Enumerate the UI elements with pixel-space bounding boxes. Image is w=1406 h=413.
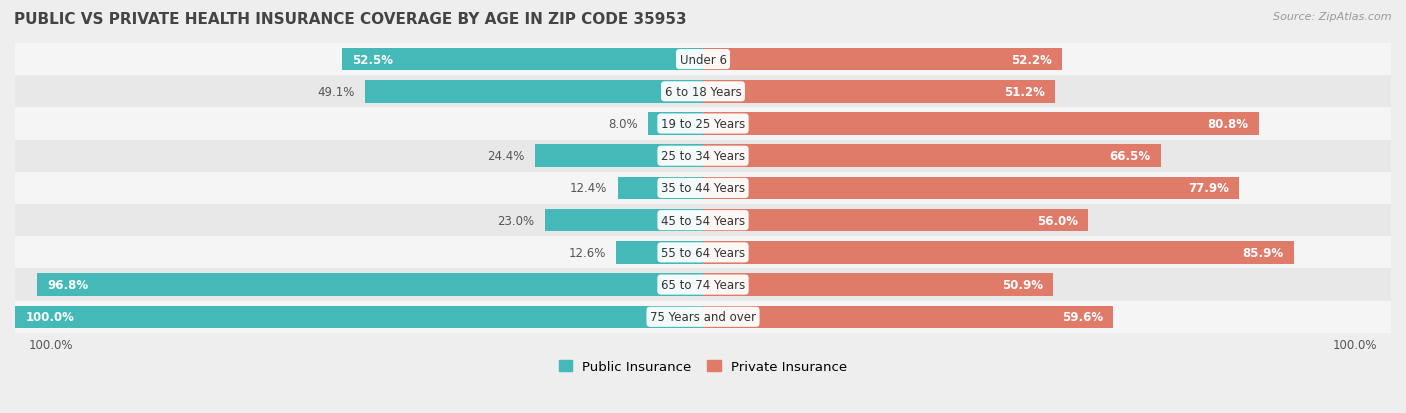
Bar bbox=[616, 242, 703, 264]
Text: 85.9%: 85.9% bbox=[1243, 246, 1284, 259]
Bar bbox=[703, 145, 1160, 168]
Bar bbox=[703, 81, 1056, 103]
Text: 51.2%: 51.2% bbox=[1004, 85, 1045, 99]
Text: 19 to 25 Years: 19 to 25 Years bbox=[661, 118, 745, 131]
Text: 12.4%: 12.4% bbox=[569, 182, 607, 195]
Bar bbox=[15, 76, 1391, 108]
Bar bbox=[648, 113, 703, 135]
Bar bbox=[15, 204, 1391, 237]
Text: 24.4%: 24.4% bbox=[488, 150, 524, 163]
Text: 8.0%: 8.0% bbox=[607, 118, 638, 131]
Text: 55 to 64 Years: 55 to 64 Years bbox=[661, 246, 745, 259]
Bar bbox=[703, 274, 1053, 296]
Bar bbox=[544, 209, 703, 232]
Text: 56.0%: 56.0% bbox=[1038, 214, 1078, 227]
Legend: Public Insurance, Private Insurance: Public Insurance, Private Insurance bbox=[558, 360, 848, 373]
Bar bbox=[15, 301, 1391, 333]
Text: 59.6%: 59.6% bbox=[1062, 311, 1102, 323]
Bar bbox=[703, 242, 1294, 264]
Bar bbox=[15, 269, 1391, 301]
Text: 52.2%: 52.2% bbox=[1011, 53, 1052, 66]
Text: 35 to 44 Years: 35 to 44 Years bbox=[661, 182, 745, 195]
Bar bbox=[703, 113, 1258, 135]
Bar bbox=[536, 145, 703, 168]
Bar bbox=[366, 81, 703, 103]
Text: 65 to 74 Years: 65 to 74 Years bbox=[661, 278, 745, 291]
Text: Source: ZipAtlas.com: Source: ZipAtlas.com bbox=[1274, 12, 1392, 22]
Text: 96.8%: 96.8% bbox=[48, 278, 89, 291]
Text: PUBLIC VS PRIVATE HEALTH INSURANCE COVERAGE BY AGE IN ZIP CODE 35953: PUBLIC VS PRIVATE HEALTH INSURANCE COVER… bbox=[14, 12, 686, 27]
Text: 100.0%: 100.0% bbox=[1333, 338, 1378, 351]
Bar bbox=[703, 209, 1088, 232]
Bar bbox=[703, 177, 1239, 200]
Text: 23.0%: 23.0% bbox=[498, 214, 534, 227]
Text: 100.0%: 100.0% bbox=[25, 311, 75, 323]
Text: 45 to 54 Years: 45 to 54 Years bbox=[661, 214, 745, 227]
Bar bbox=[342, 49, 703, 71]
Bar bbox=[15, 108, 1391, 140]
Text: 77.9%: 77.9% bbox=[1188, 182, 1229, 195]
Bar bbox=[15, 140, 1391, 172]
Text: 52.5%: 52.5% bbox=[352, 53, 394, 66]
Text: 100.0%: 100.0% bbox=[28, 338, 73, 351]
Text: 80.8%: 80.8% bbox=[1208, 118, 1249, 131]
Text: 66.5%: 66.5% bbox=[1109, 150, 1150, 163]
Text: 12.6%: 12.6% bbox=[568, 246, 606, 259]
Text: 50.9%: 50.9% bbox=[1002, 278, 1043, 291]
Text: 49.1%: 49.1% bbox=[318, 85, 354, 99]
Text: 75 Years and over: 75 Years and over bbox=[650, 311, 756, 323]
Bar bbox=[37, 274, 703, 296]
Bar bbox=[15, 44, 1391, 76]
Bar bbox=[703, 49, 1062, 71]
Text: Under 6: Under 6 bbox=[679, 53, 727, 66]
Bar bbox=[617, 177, 703, 200]
Bar bbox=[703, 306, 1114, 328]
Bar bbox=[15, 237, 1391, 269]
Bar bbox=[15, 306, 703, 328]
Bar bbox=[15, 172, 1391, 204]
Text: 25 to 34 Years: 25 to 34 Years bbox=[661, 150, 745, 163]
Text: 6 to 18 Years: 6 to 18 Years bbox=[665, 85, 741, 99]
